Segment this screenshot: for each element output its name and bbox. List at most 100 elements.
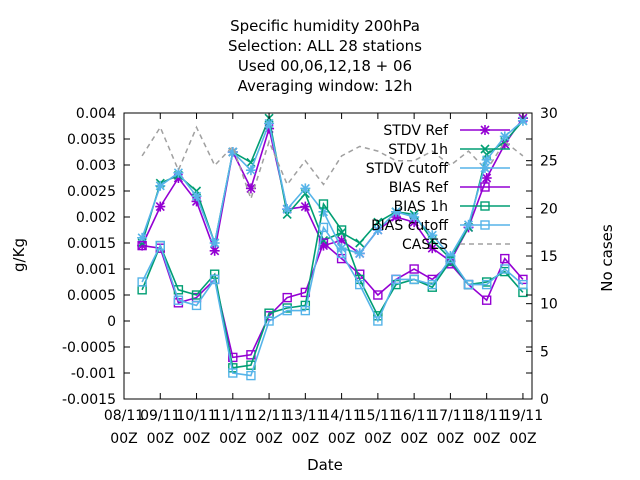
data-point — [264, 118, 275, 129]
series-line — [141, 125, 524, 202]
plot-area — [123, 112, 533, 400]
data-point — [445, 253, 456, 264]
data-point — [427, 279, 437, 290]
data-point — [500, 264, 510, 274]
x-tick-label-hour: 00Z — [400, 431, 427, 447]
plot-border — [123, 112, 533, 400]
y-tick-label: 0.0035 — [67, 132, 116, 148]
data-point — [318, 199, 329, 209]
x-tick-label-date: 15/11 — [358, 408, 398, 424]
x-tick-label-hour: 00Z — [437, 431, 464, 447]
y-tick-label: 0.003 — [76, 158, 116, 174]
data-point — [228, 368, 238, 378]
data-point — [373, 290, 383, 300]
data-point — [228, 352, 238, 363]
x-tick-label-date: 17/11 — [430, 408, 470, 424]
y-tick-label: -0.0015 — [62, 392, 116, 408]
x-axis-label: Date — [307, 456, 343, 474]
axes-layer: -0.0015 -0.001 -0.0005 0 0.0005 0.001 0.0015 0.… — [62, 106, 558, 447]
title-line: Used 00,06,12,18 + 06 — [238, 57, 412, 75]
series-bias-ref — [137, 238, 528, 363]
y-tick-label: 0.0005 — [67, 288, 116, 304]
y2-tick-label: 5 — [540, 344, 549, 360]
y-tick-label: -0.0005 — [62, 340, 116, 356]
data-point — [246, 370, 256, 381]
data-point — [409, 274, 419, 285]
series-layer — [137, 113, 528, 381]
data-point — [409, 212, 420, 222]
data-point — [355, 238, 365, 248]
data-point — [481, 173, 492, 183]
series-stdv-cutoff — [137, 115, 528, 261]
legend-marker — [480, 125, 490, 135]
data-point — [336, 248, 347, 259]
x-tick-label-date: 18/11 — [466, 408, 506, 424]
data-point — [173, 295, 184, 305]
data-point — [372, 225, 383, 235]
title-line: Specific humidity 200hPa — [230, 17, 420, 35]
data-point — [354, 248, 365, 259]
data-point — [155, 240, 165, 251]
legend-label: CASES — [402, 237, 448, 253]
data-point — [373, 316, 383, 326]
legend-marker — [480, 220, 490, 230]
y-tick-label: 0.004 — [76, 106, 116, 122]
x-tick-label-hour: 00Z — [183, 431, 210, 447]
data-point — [336, 225, 347, 235]
legend-label: STDV Ref — [383, 123, 449, 139]
y-tick-label: 0.002 — [76, 210, 116, 226]
legend-label: STDV cutoff — [366, 161, 449, 177]
x-tick-label-date: 09/11 — [140, 408, 180, 424]
legend-marker — [480, 163, 490, 173]
data-point — [137, 240, 147, 251]
data-point — [227, 147, 238, 157]
data-point — [409, 264, 419, 274]
y2-tick-label: 0 — [540, 392, 549, 408]
data-point — [245, 183, 256, 194]
data-point — [282, 292, 292, 303]
data-point — [318, 222, 329, 233]
data-point — [137, 232, 148, 243]
x-tick-label-hour: 00Z — [110, 431, 137, 447]
title-line: Selection: ALL 28 stations — [228, 37, 422, 55]
y2-tick-label: 15 — [540, 249, 558, 265]
x-tick-label-hour: 00Z — [328, 431, 355, 447]
x-tick-label-hour: 00Z — [292, 431, 319, 447]
x-tick-label-date: 16/11 — [394, 408, 434, 424]
data-point — [463, 279, 474, 290]
data-point — [155, 180, 166, 191]
chart-title: Specific humidity 200hPa Selection: ALL 2… — [228, 17, 422, 95]
legend-label: BIAS Ref — [389, 180, 449, 196]
data-point — [300, 183, 311, 194]
x-tick-label-date: 19/11 — [503, 408, 543, 424]
y2-tick-label: 30 — [540, 106, 558, 122]
data-point — [481, 279, 492, 290]
data-point — [191, 191, 202, 202]
y-tick-label: 0.0025 — [67, 184, 116, 200]
y-tick-label: 0 — [107, 314, 116, 330]
y-tick-label: -0.001 — [71, 366, 116, 382]
data-point — [137, 277, 147, 287]
data-point — [282, 204, 293, 215]
data-point — [245, 165, 256, 176]
x-tick-label-hour: 00Z — [509, 431, 536, 447]
data-point — [282, 305, 292, 316]
x-tick-label-hour: 00Z — [364, 431, 391, 447]
x-tick-label-hour: 00Z — [219, 431, 246, 447]
data-point — [518, 279, 528, 290]
data-point — [300, 201, 311, 212]
x-tick-label-date: 13/11 — [285, 408, 325, 424]
y-tick-label: 0.0015 — [67, 236, 116, 252]
legend-label: BIAS cutoff — [371, 218, 448, 234]
data-point — [481, 154, 492, 165]
data-point — [373, 217, 383, 227]
series-line — [141, 225, 524, 377]
data-point — [264, 316, 274, 326]
legend-marker — [480, 201, 490, 211]
legend: STDV Ref STDV 1h STDV cutoff BIAS Ref BIAS 1… — [366, 123, 510, 253]
x-tick-label-hour: 00Z — [147, 431, 174, 447]
data-point — [499, 131, 510, 142]
series-bias-cutoff — [137, 222, 528, 381]
title-line: Averaging window: 12h — [238, 77, 413, 95]
